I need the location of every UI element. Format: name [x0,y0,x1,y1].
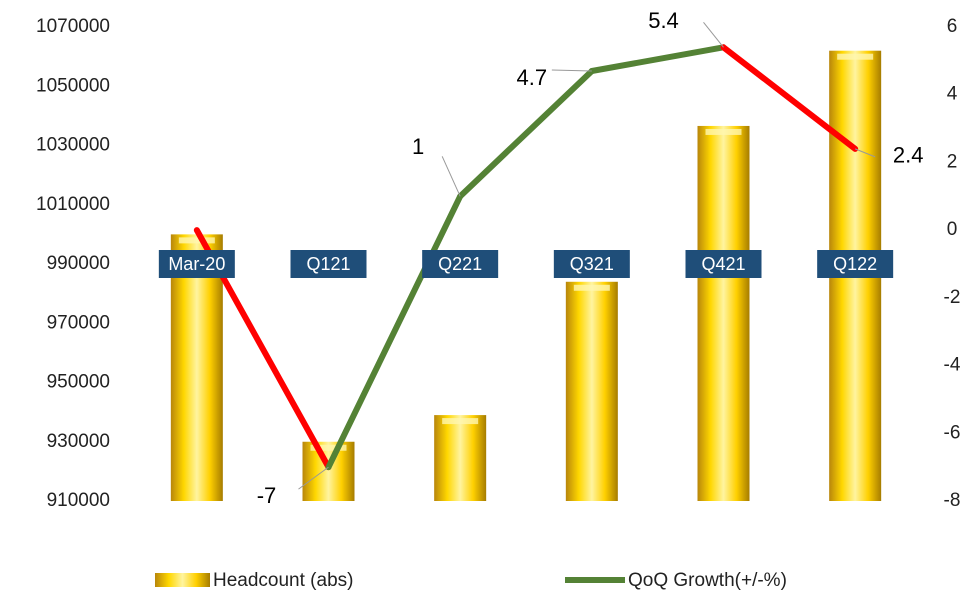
leader-line [703,22,724,48]
line-segment [325,193,464,471]
bar [170,234,223,501]
x-tick-label: Q221 [438,254,482,274]
bar [565,281,618,501]
y-tick-label: 930000 [47,431,110,452]
bar-bevel [310,444,347,451]
line-segment [457,68,595,200]
legend-label: QoQ Growth(+/-%) [628,570,787,591]
category-box [422,250,499,278]
y-tick-label: 910000 [47,490,110,511]
category-box [553,250,630,278]
y2-tick-label: 6 [947,16,958,37]
data-label: 5.4 [648,8,679,33]
bar [302,441,355,501]
data-label: 1 [412,134,424,159]
line-segment [588,44,727,75]
y-tick-label: 1030000 [36,135,110,156]
bar [697,125,750,501]
x-tick-label: Q421 [701,254,745,274]
category-box [817,250,894,278]
line-segment [720,44,859,152]
bar-bevel [178,237,215,244]
data-label: 4.7 [517,65,548,90]
y-tick-label: 1010000 [36,194,110,215]
category-box [158,250,235,278]
bar-bevel [442,418,479,425]
y-tick-label: 990000 [47,253,110,274]
legend-label: Headcount (abs) [213,570,353,591]
x-tick-label: Q122 [833,254,877,274]
bar-bevel [705,128,742,135]
y2-tick-label: 2 [947,151,958,172]
leader-line [551,69,592,72]
y2-tick-label: -2 [944,287,961,308]
leader-line [298,466,329,490]
leader-line [441,156,461,197]
legend-swatch [155,573,210,587]
y-tick-label: 950000 [47,372,110,393]
y2-tick-label: -8 [944,490,961,511]
x-tick-label: Q321 [570,254,614,274]
bar-bevel [573,284,610,291]
leader-line [854,148,876,158]
category-box [290,250,367,278]
y2-tick-label: 0 [947,219,958,240]
bar-bevel [837,53,874,60]
y-tick-label: 970000 [47,312,110,333]
data-label: 2.4 [893,143,924,168]
y-tick-label: 1070000 [36,16,110,37]
y2-tick-label: -4 [944,355,961,376]
y2-tick-label: -6 [944,422,961,443]
y2-tick-label: 4 [947,84,958,105]
bar [434,415,487,501]
x-tick-label: Mar-20 [168,254,225,274]
y-tick-label: 1050000 [36,75,110,96]
category-box [685,250,762,278]
data-label: -7 [257,483,277,508]
x-tick-label: Q121 [306,254,350,274]
